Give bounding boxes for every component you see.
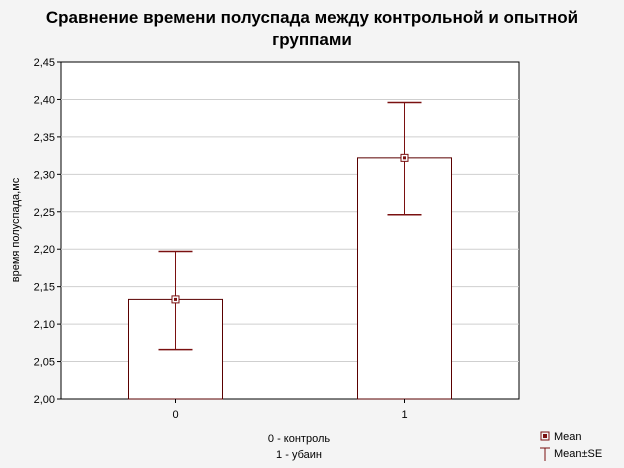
legend: Mean Mean±SE [540,431,602,461]
error-bars [158,101,422,351]
y-tick-label: 2,25 [34,207,55,219]
chart-title: Сравнение времени полуспада между контро… [0,7,624,51]
chart-title-line-2: группами [272,30,352,49]
y-tick-label: 2,40 [34,94,55,106]
y-tick-label: 2,35 [34,132,55,144]
legend-mean-label: Mean [554,431,582,443]
y-tick-label: 2,45 [34,57,55,69]
x-tick-label: 0 [172,409,178,421]
y-axis-ticks: 2,00 2,05 2,10 2,15 2,20 2,25 2,30 2,35 2,40 2,45 [34,57,61,406]
mean-marker-dot-1 [403,156,406,160]
mean-marker-dot-0 [174,297,177,301]
legend-se-label: Mean±SE [554,448,602,460]
y-tick-label: 2,30 [34,169,55,181]
legend-mean-marker-inner [543,434,547,438]
legend-mean-marker [540,431,550,441]
x-axis-label-line-1: 0 - контроль [268,433,330,445]
y-axis-label: время полуспада,мс [10,177,22,282]
y-tick-label: 2,20 [34,244,55,256]
y-tick-label: 2,10 [34,319,55,331]
y-tick-label: 2,05 [34,357,55,369]
x-axis-label-line-2: 1 - убаин [276,449,322,461]
y-tick-label: 2,00 [34,394,55,406]
y-tick-label: 2,15 [34,282,55,294]
x-tick-label: 1 [401,409,407,421]
chart-title-line-1: Сравнение времени полуспада между контро… [45,8,579,27]
